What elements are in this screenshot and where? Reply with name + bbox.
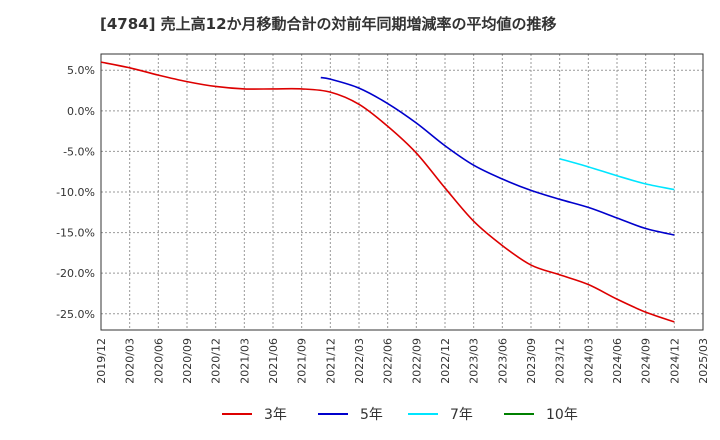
x-tick-label: 2025/03 (697, 338, 710, 384)
y-tick-label: -20.0% (56, 267, 95, 280)
x-tick-label: 2019/12 (95, 338, 108, 384)
grid-layer (101, 54, 703, 330)
x-tick-label: 2023/06 (496, 338, 509, 384)
x-tick-label: 2024/03 (582, 338, 595, 384)
series-line-1 (100, 61, 675, 323)
y-tick-label: -15.0% (56, 227, 95, 240)
x-tick-label: 2024/12 (668, 338, 681, 384)
series-line-2 (320, 76, 675, 236)
x-tick-label: 2023/12 (554, 338, 567, 384)
series-line-3 (559, 157, 675, 191)
x-tick-label: 2024/09 (640, 338, 653, 384)
x-tick-label: 2020/12 (210, 338, 223, 384)
legend: 3年 5年 7年 10年 (222, 407, 578, 423)
chart-title: [4784] 売上高12か月移動合計の対前年同期増減率の平均値の推移 (100, 15, 557, 33)
legend-label-2: 5年 (360, 407, 383, 423)
legend-label-1: 3年 (264, 407, 287, 423)
x-tick-label: 2022/09 (410, 338, 423, 384)
x-tick-label: 2022/06 (382, 338, 395, 384)
x-tick-label: 2023/03 (468, 338, 481, 384)
series-layer (100, 61, 675, 323)
y-tick-label: 5.0% (67, 64, 95, 77)
x-tick-label: 2024/06 (611, 338, 624, 384)
x-tick-label: 2021/09 (296, 338, 309, 384)
x-tick-label: 2020/06 (152, 338, 165, 384)
plot-frame (100, 53, 704, 331)
x-tick-label: 2021/12 (324, 338, 337, 384)
legend-label-3: 7年 (450, 407, 473, 423)
x-tick-label: 2021/06 (267, 338, 280, 384)
x-tick-label: 2021/03 (238, 338, 251, 384)
y-tick-label: -5.0% (63, 145, 95, 158)
x-tick-label: 2022/12 (439, 338, 452, 384)
y-tick-label: 0.0% (67, 105, 95, 118)
x-tick-label: 2023/09 (525, 338, 538, 384)
x-tick-label: 2022/03 (353, 338, 366, 384)
x-tick-label: 2020/03 (124, 338, 137, 384)
legend-label-4: 10年 (546, 407, 578, 423)
y-tick-label: -25.0% (56, 308, 95, 321)
axis-layer: 5.0% 0.0% -5.0% -10.0% -15.0% -20.0% -25.0% 201… (56, 64, 710, 383)
y-tick-label: -10.0% (56, 186, 95, 199)
x-tick-label: 2020/09 (181, 338, 194, 384)
